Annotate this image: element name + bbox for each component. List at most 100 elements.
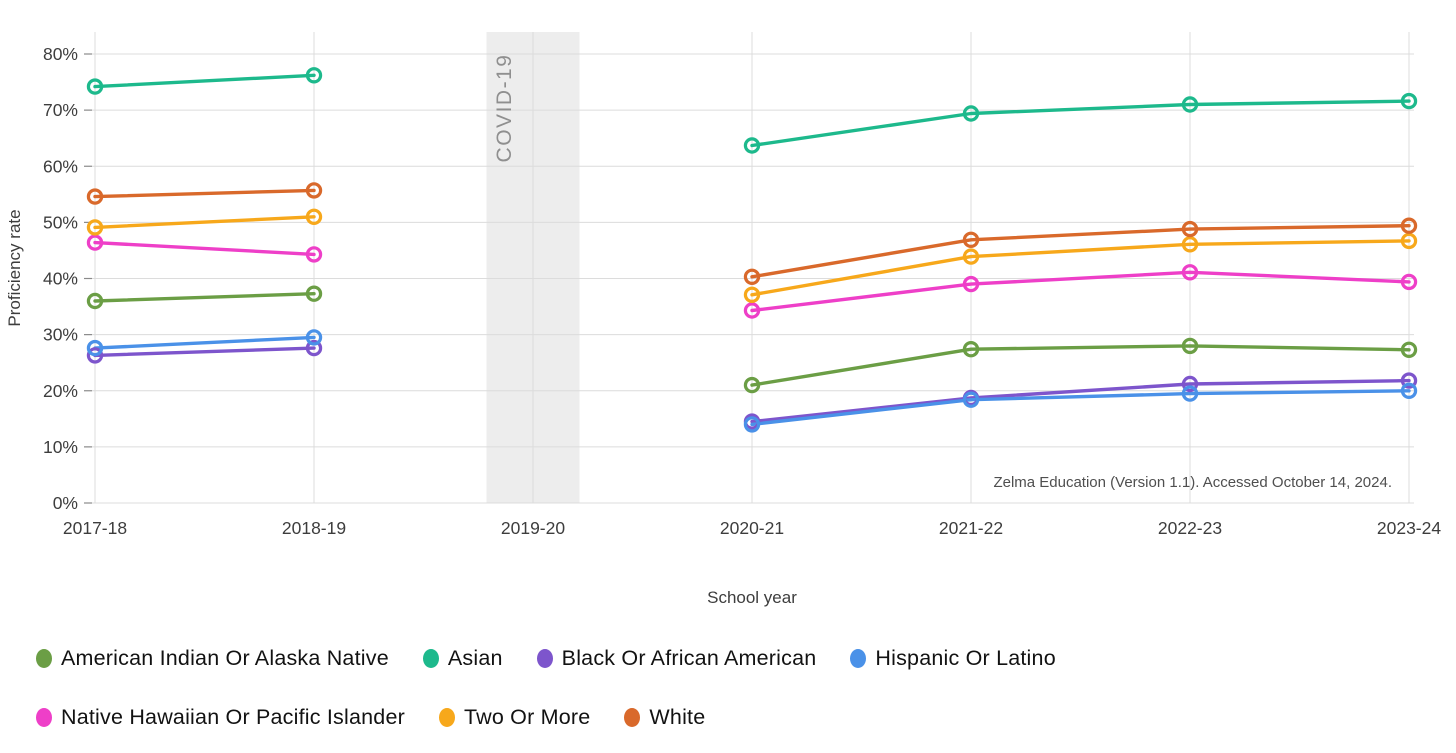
legend-item-black-or-african-american[interactable]: Black Or African American <box>536 646 817 671</box>
data-point-american-indian-or-alaska-native <box>86 292 104 310</box>
data-point-white <box>743 268 761 285</box>
series-line-asian <box>93 73 316 89</box>
series-line-white <box>750 223 1411 279</box>
legend-row-1: American Indian Or Alaska Native Asian Bla… <box>36 646 1056 671</box>
y-axis-title: Proficiency rate <box>5 209 24 326</box>
data-point-two-or-more <box>962 248 980 265</box>
y-tick-label: 50% <box>43 212 78 232</box>
legend-dot-icon <box>422 649 439 668</box>
covid-label: COVID-19 <box>493 54 516 163</box>
y-tick-label: 20% <box>43 381 78 401</box>
data-point-native-hawaiian-or-pacific-islander <box>1181 264 1199 281</box>
data-point-black-or-african-american <box>1400 372 1418 389</box>
x-tick-label: 2017-18 <box>63 518 127 538</box>
legend-item-american-indian-or-alaska-native[interactable]: American Indian Or Alaska Native <box>36 646 389 671</box>
y-tick-label: 30% <box>43 325 78 345</box>
legend-item-hispanic-or-latino[interactable]: Hispanic Or Latino <box>850 646 1056 671</box>
legend-item-native-hawaiian-or-pacific-islander[interactable]: Native Hawaiian Or Pacific Islander <box>36 705 405 730</box>
data-point-white <box>1400 217 1418 234</box>
y-tick-label: 40% <box>43 269 78 289</box>
legend-item-asian[interactable]: Asian <box>422 646 503 671</box>
series-line-hispanic-or-latino <box>93 335 316 350</box>
legend-item-two-or-more[interactable]: Two Or More <box>438 705 591 730</box>
legend-label: Two Or More <box>463 705 591 729</box>
legend-dot-icon <box>36 708 52 727</box>
legend-label: Hispanic Or Latino <box>875 646 1056 670</box>
y-tick-label: 70% <box>43 100 78 120</box>
data-point-white <box>962 231 980 248</box>
legend-label: Asian <box>447 646 503 670</box>
data-point-american-indian-or-alaska-native <box>305 285 323 302</box>
data-point-american-indian-or-alaska-native <box>1400 341 1418 358</box>
data-point-native-hawaiian-or-pacific-islander <box>305 246 323 263</box>
legend-dot-icon <box>36 649 52 668</box>
data-point-native-hawaiian-or-pacific-islander <box>1400 273 1418 291</box>
data-point-native-hawaiian-or-pacific-islander <box>743 302 761 319</box>
x-tick-label: 2021-22 <box>939 518 1003 538</box>
data-point-white <box>305 182 323 199</box>
series-line-native-hawaiian-or-pacific-islander <box>93 240 316 257</box>
legend-label: American Indian Or Alaska Native <box>61 646 389 670</box>
legend-dot-icon <box>624 708 641 727</box>
legend-item-white[interactable]: White <box>624 705 705 730</box>
legend-dot-icon <box>438 708 455 727</box>
data-point-asian <box>86 78 104 95</box>
y-tick-label: 10% <box>43 437 78 457</box>
x-tick-label: 2023-24 <box>1377 518 1441 538</box>
proficiency-line-chart: 0% 10% 20% 30% 40% 50% 60% 70% 80% COVID-19 2017-1… <box>5 32 1441 607</box>
series-line-american-indian-or-alaska-native <box>93 292 316 303</box>
data-point-two-or-more <box>743 286 761 303</box>
series-line-american-indian-or-alaska-native <box>750 344 1411 387</box>
data-point-american-indian-or-alaska-native <box>743 376 761 394</box>
data-point-two-or-more <box>86 219 104 236</box>
data-point-two-or-more <box>305 208 323 225</box>
legend-dot-icon <box>536 649 553 668</box>
data-point-asian <box>743 137 761 154</box>
data-point-hispanic-or-latino <box>743 416 761 433</box>
data-point-american-indian-or-alaska-native <box>962 341 980 358</box>
data-point-asian <box>1400 92 1418 110</box>
series-line-black-or-african-american <box>750 378 1411 424</box>
attribution: Zelma Education (Version 1.1). Accessed … <box>993 474 1392 491</box>
chart-legend: American Indian Or Alaska Native Asian Bla… <box>36 646 1056 730</box>
series-line-two-or-more <box>750 239 1411 297</box>
series-line-black-or-african-american <box>93 346 316 358</box>
data-point-hispanic-or-latino <box>305 329 323 346</box>
x-tick-label: 2019-20 <box>501 518 565 538</box>
x-axis-title: School year <box>707 588 797 607</box>
data-point-black-or-african-american <box>1181 375 1199 393</box>
data-point-hispanic-or-latino <box>962 391 980 408</box>
series-line-hispanic-or-latino <box>750 389 1411 427</box>
data-point-asian <box>305 67 323 84</box>
x-tick-label: 2022-23 <box>1158 518 1222 538</box>
y-tick-label: 60% <box>43 156 78 176</box>
data-point-asian <box>1181 96 1199 113</box>
legend-label: Native Hawaiian Or Pacific Islander <box>61 705 405 729</box>
legend-label: Black Or African American <box>561 646 817 670</box>
series-line-white <box>93 188 316 199</box>
data-point-hispanic-or-latino <box>1400 382 1418 399</box>
data-point-hispanic-or-latino <box>86 339 104 357</box>
data-point-black-or-african-american <box>86 347 104 364</box>
data-point-native-hawaiian-or-pacific-islander <box>962 275 980 293</box>
data-point-two-or-more <box>1181 236 1199 253</box>
data-point-white <box>86 188 104 205</box>
data-point-black-or-african-american <box>305 339 323 357</box>
data-point-american-indian-or-alaska-native <box>1181 337 1199 355</box>
x-tick-label: 2020-21 <box>720 518 784 538</box>
data-point-two-or-more <box>1400 232 1418 250</box>
y-tick-label: 0% <box>53 493 78 513</box>
data-point-asian <box>962 105 980 122</box>
series-line-native-hawaiian-or-pacific-islander <box>750 270 1411 313</box>
data-point-native-hawaiian-or-pacific-islander <box>86 234 104 251</box>
data-point-hispanic-or-latino <box>1181 385 1199 402</box>
legend-label: White <box>649 705 706 729</box>
legend-row-2: Native Hawaiian Or Pacific Islander Two O… <box>36 705 1056 730</box>
series-line-two-or-more <box>93 215 316 230</box>
legend-dot-icon <box>850 649 867 668</box>
series-line-asian <box>750 99 1411 148</box>
y-tick-label: 80% <box>43 44 78 64</box>
data-point-white <box>1181 220 1199 238</box>
x-tick-label: 2018-19 <box>282 518 346 538</box>
